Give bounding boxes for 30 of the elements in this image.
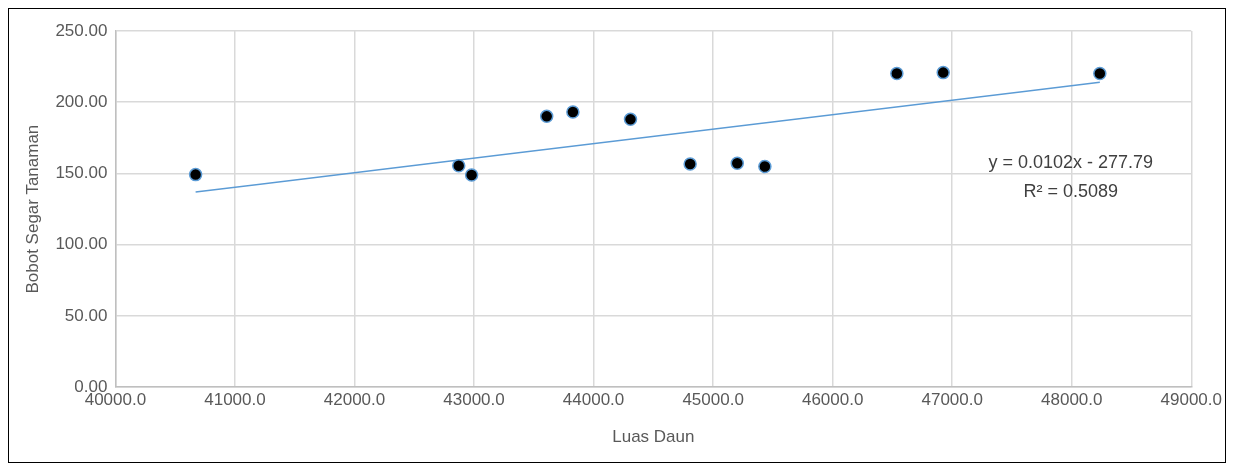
point [464,168,479,182]
x-tick-label: 49000.0 [1160,390,1222,410]
x-tick-label: 42000.0 [323,390,386,410]
x-tick-label: 45000.0 [682,390,744,410]
y-tick-label: 200.00 [55,91,108,111]
annotation: R² = 0.5089 [1023,180,1119,201]
x-tick-label: 47000.0 [921,390,983,410]
y-tick-label: 50.00 [64,305,108,325]
x-tick-label: 48000.0 [1041,390,1103,410]
x-tick-label: 46000.0 [801,390,864,410]
x-tick-label: 44000.0 [562,390,625,410]
point [683,157,697,171]
point [890,66,904,81]
point [936,65,950,80]
x-tick-label: 43000.0 [443,390,505,410]
point [539,109,554,124]
point [188,167,203,182]
y-tick-label: 250.00 [55,20,108,40]
y-tick-label: 150.00 [55,163,108,183]
annotation: y = 0.0102x - 277.79 [988,151,1154,172]
y-axis-title: Bobot Segar Tanaman [22,124,42,294]
x-axis-title: Luas Daun [612,427,695,447]
point [451,159,466,173]
point [730,156,744,170]
point [758,159,772,174]
y-tick-label: 100.00 [55,234,108,254]
x-tick-label: 41000.0 [204,390,266,410]
point [566,105,580,119]
point [1093,66,1107,81]
point [623,112,638,127]
